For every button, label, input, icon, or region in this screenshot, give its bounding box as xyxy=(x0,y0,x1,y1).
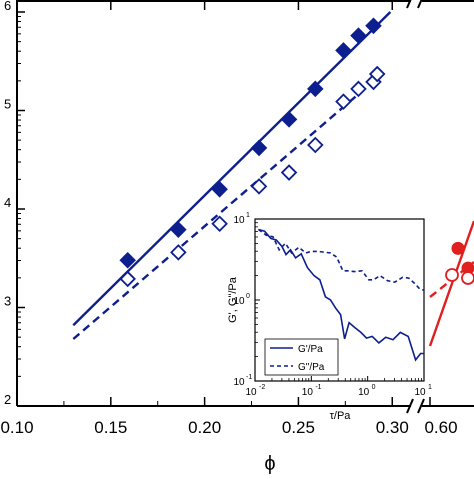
open-diamond-point xyxy=(170,244,187,261)
inset-x-tick-exp: 0 xyxy=(372,384,376,391)
filled-diamond-point xyxy=(280,111,298,128)
open-diamond-point xyxy=(250,178,268,195)
inset-x-tick-label: 10 xyxy=(358,387,370,398)
inset-ticks: 10 -2 10 -1 10 0 10 110 110 010 -1 xyxy=(233,212,432,398)
inset-y-tick-label: 10 xyxy=(233,215,245,226)
main-data-points xyxy=(119,17,386,288)
x-tick-label: 0.15 xyxy=(94,418,127,437)
inset-y-tick-exp: 1 xyxy=(246,212,250,219)
inset-x-tick-exp: -1 xyxy=(315,384,321,391)
x-axis-label: ϕ xyxy=(264,453,275,474)
open-diamond-point xyxy=(350,80,367,98)
inset-x-tick-exp: 1 xyxy=(428,384,432,391)
red-open-circle xyxy=(445,268,459,282)
open-diamond-point xyxy=(280,164,298,181)
open-diamond-point xyxy=(307,136,324,154)
legend-label-0: G'/Pa xyxy=(298,344,323,355)
inset-y-tick-exp: 0 xyxy=(246,293,250,300)
inset-lines xyxy=(257,228,425,362)
open-diamond-point xyxy=(335,93,352,110)
filled-diamond-point xyxy=(335,42,352,59)
open-diamond-point xyxy=(368,65,386,83)
x-tick-label: 0.25 xyxy=(282,418,315,437)
y-tick-label: 6 xyxy=(4,0,11,13)
filled-diamond-point xyxy=(365,17,382,35)
red-fit-line-solid xyxy=(428,220,474,347)
inset-x-tick-label: 10 xyxy=(414,387,426,398)
filled-diamond-point xyxy=(170,221,187,238)
legend-label-1: G"/Pa xyxy=(298,362,325,373)
filled-diamond-point xyxy=(119,251,136,269)
x-tick-label: 0.10 xyxy=(0,418,33,437)
red-open-circle xyxy=(461,271,474,285)
y-tick-label: 5 xyxy=(4,97,11,112)
filled-diamond-point xyxy=(211,181,228,198)
inset-xlabel: τ/Pa xyxy=(330,410,352,422)
axis-break-top xyxy=(406,0,423,9)
filled-diamond-point xyxy=(250,139,268,157)
inset-legend: G'/Pa G"/Pa xyxy=(264,338,339,376)
x-tick-label: 0.30 xyxy=(376,418,409,437)
inset-chart: 10 -2 10 -1 10 0 10 110 110 010 -1 G', G"/Pa τ/Pa … xyxy=(227,212,432,422)
x-tick-label: 0.20 xyxy=(188,418,221,437)
filled-diamond-point xyxy=(307,80,324,98)
x-ticks: 0.10 0.15 0.20 0.25 0.30 0.60 xyxy=(0,1,458,437)
legend-box xyxy=(264,338,339,376)
inset-y-tick-label: 10 xyxy=(233,296,245,307)
inset-y-tick-label: 10 xyxy=(233,377,245,388)
x-tick-label-right: 0.60 xyxy=(424,418,457,437)
inset-ylabel: G', G"/Pa xyxy=(227,276,239,323)
inset-series-g-double-prime xyxy=(257,228,425,292)
inset-x-tick-label: 10 xyxy=(245,387,257,398)
red-filled-circle xyxy=(451,241,465,255)
y-ticks: 6 5 4 3 2 xyxy=(4,0,25,407)
inset-x-tick-label: 10 xyxy=(302,387,314,398)
inset-x-tick-exp: -2 xyxy=(259,384,265,391)
fit-line-dashed xyxy=(72,77,379,340)
open-diamond-point xyxy=(119,270,136,288)
filled-diamond-point xyxy=(350,27,367,44)
y-tick-label: 4 xyxy=(4,195,11,210)
red-data-segment xyxy=(428,220,474,347)
open-diamond-point xyxy=(211,215,228,233)
inset-series-g-prime xyxy=(258,228,424,362)
y-tick-label: 2 xyxy=(4,392,11,407)
y-tick-label: 3 xyxy=(4,294,11,309)
axis-break-bottom xyxy=(406,398,425,414)
inset-y-tick-exp: -1 xyxy=(246,374,252,381)
